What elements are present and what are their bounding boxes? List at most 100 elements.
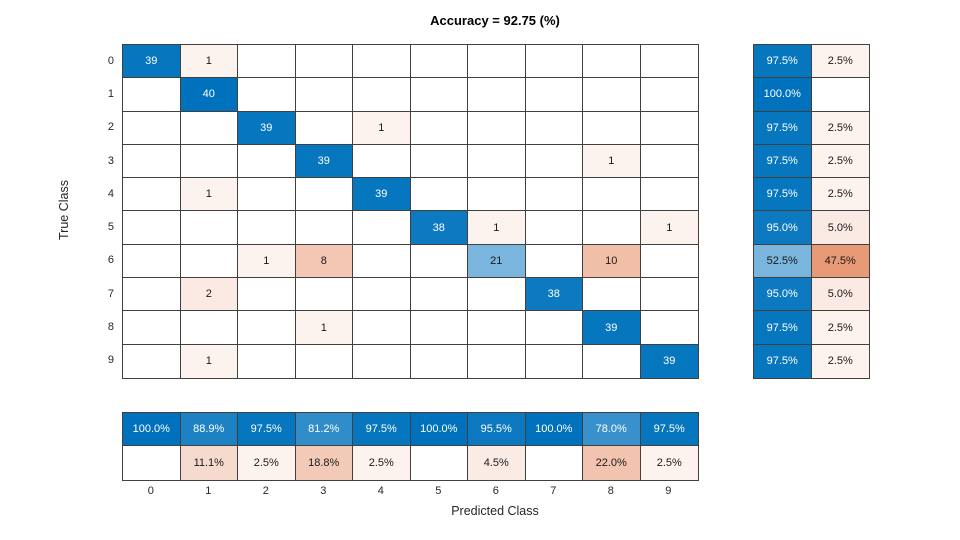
matrix-cell: 38 bbox=[525, 278, 583, 312]
y-axis-label: True Class bbox=[57, 180, 71, 240]
matrix-cell bbox=[180, 144, 238, 179]
matrix-cell: 39 bbox=[583, 311, 641, 345]
matrix-cell bbox=[353, 344, 411, 378]
matrix-cell bbox=[410, 244, 468, 279]
matrix-cell bbox=[410, 278, 468, 312]
matrix-cell bbox=[238, 278, 296, 312]
x-tick-label: 5 bbox=[435, 484, 442, 497]
matrix-cell: 1 bbox=[353, 111, 411, 145]
row-summary-cell: 2.5% bbox=[811, 111, 869, 145]
matrix-cell bbox=[353, 278, 411, 312]
matrix-cell bbox=[583, 78, 641, 112]
matrix-cell bbox=[468, 111, 526, 145]
matrix-cell bbox=[410, 311, 468, 345]
matrix-cell bbox=[180, 111, 238, 145]
matrix-cell bbox=[123, 244, 181, 279]
y-tick-label: 9 bbox=[107, 354, 114, 367]
matrix-cell bbox=[583, 211, 641, 245]
y-tick-label: 8 bbox=[107, 321, 114, 334]
matrix-cell: 39 bbox=[353, 178, 411, 212]
matrix-cell bbox=[525, 311, 583, 345]
y-axis-tick-labels: 0 1 2 3 4 5 6 7 8 9 bbox=[70, 44, 114, 377]
matrix-cell: 2 bbox=[180, 278, 238, 312]
row-summary-cell: 52.5% bbox=[754, 244, 812, 279]
matrix-cell bbox=[123, 111, 181, 145]
confusion-matrix-grid: 39 1 40 39 1 39 1 1 39 38 1 1 1 8 21 10 2 38 1 39 1 39 bbox=[122, 44, 699, 379]
matrix-cell bbox=[123, 144, 181, 179]
row-summary-cell: 97.5% bbox=[754, 111, 812, 145]
matrix-cell bbox=[583, 278, 641, 312]
matrix-cell: 21 bbox=[468, 244, 526, 279]
col-summary-cell: 2.5% bbox=[640, 446, 698, 480]
x-tick-label: 0 bbox=[147, 484, 154, 497]
matrix-cell bbox=[238, 344, 296, 378]
y-tick-label: 1 bbox=[107, 87, 114, 100]
matrix-cell bbox=[180, 311, 238, 345]
y-tick-label: 3 bbox=[107, 154, 114, 167]
matrix-cell bbox=[583, 111, 641, 145]
row-summary-cell: 97.5% bbox=[754, 178, 812, 212]
matrix-cell bbox=[640, 78, 698, 112]
row-summary-cell: 95.0% bbox=[754, 211, 812, 245]
row-summary-cell: 2.5% bbox=[811, 344, 869, 378]
matrix-cell bbox=[180, 211, 238, 245]
matrix-cell bbox=[353, 45, 411, 79]
matrix-cell: 1 bbox=[180, 178, 238, 212]
matrix-cell bbox=[123, 178, 181, 212]
col-summary-cell: 95.5% bbox=[468, 413, 526, 447]
y-tick-label: 7 bbox=[107, 287, 114, 300]
matrix-cell: 39 bbox=[640, 344, 698, 378]
row-summary-cell: 97.5% bbox=[754, 45, 812, 79]
matrix-cell bbox=[525, 144, 583, 179]
row-summary-cell: 2.5% bbox=[811, 45, 869, 79]
matrix-cell bbox=[410, 78, 468, 112]
matrix-cell bbox=[295, 111, 353, 145]
matrix-cell: 39 bbox=[123, 45, 181, 79]
row-summary-cell: 2.5% bbox=[811, 178, 869, 212]
x-tick-label: 4 bbox=[377, 484, 384, 497]
matrix-cell bbox=[583, 45, 641, 79]
matrix-cell: 40 bbox=[180, 78, 238, 112]
matrix-cell bbox=[410, 144, 468, 179]
matrix-cell bbox=[468, 45, 526, 79]
col-summary-cell: 4.5% bbox=[468, 446, 526, 480]
col-summary-cell bbox=[123, 446, 181, 480]
matrix-cell: 1 bbox=[180, 344, 238, 378]
matrix-cell bbox=[525, 45, 583, 79]
matrix-cell: 1 bbox=[180, 45, 238, 79]
row-summary-cell bbox=[811, 78, 869, 112]
matrix-cell bbox=[295, 45, 353, 79]
matrix-cell bbox=[353, 311, 411, 345]
matrix-cell bbox=[525, 244, 583, 279]
matrix-cell bbox=[296, 344, 353, 378]
x-tick-label: 3 bbox=[320, 484, 327, 497]
chart-title: Accuracy = 92.75 (%) bbox=[430, 13, 560, 28]
col-summary-cell bbox=[411, 446, 468, 480]
matrix-cell bbox=[238, 78, 296, 112]
matrix-cell bbox=[583, 178, 641, 212]
matrix-cell: 39 bbox=[238, 111, 296, 145]
matrix-cell bbox=[411, 344, 468, 378]
y-tick-label: 5 bbox=[107, 221, 114, 234]
matrix-cell bbox=[468, 344, 526, 378]
col-summary-cell: 97.5% bbox=[353, 413, 411, 447]
col-summary-cell: 11.1% bbox=[180, 446, 238, 480]
x-tick-label: 6 bbox=[492, 484, 499, 497]
matrix-cell bbox=[238, 211, 296, 245]
matrix-cell bbox=[468, 144, 526, 179]
matrix-cell bbox=[525, 211, 583, 245]
row-summary-cell: 2.5% bbox=[811, 311, 869, 345]
matrix-cell bbox=[640, 112, 698, 145]
x-tick-label: 2 bbox=[262, 484, 269, 497]
matrix-cell bbox=[525, 111, 583, 145]
x-axis-label: Predicted Class bbox=[451, 504, 539, 518]
matrix-cell: 1 bbox=[640, 211, 698, 245]
matrix-cell bbox=[353, 211, 411, 245]
matrix-cell bbox=[525, 78, 583, 112]
row-summary-cell: 97.5% bbox=[754, 311, 812, 345]
matrix-cell bbox=[238, 45, 296, 79]
matrix-cell: 38 bbox=[410, 211, 468, 245]
col-summary-cell: 97.5% bbox=[238, 413, 296, 447]
column-summary-grid: 100.0% 88.9% 97.5% 81.2% 97.5% 100.0% 95.5% 100… bbox=[122, 412, 699, 481]
